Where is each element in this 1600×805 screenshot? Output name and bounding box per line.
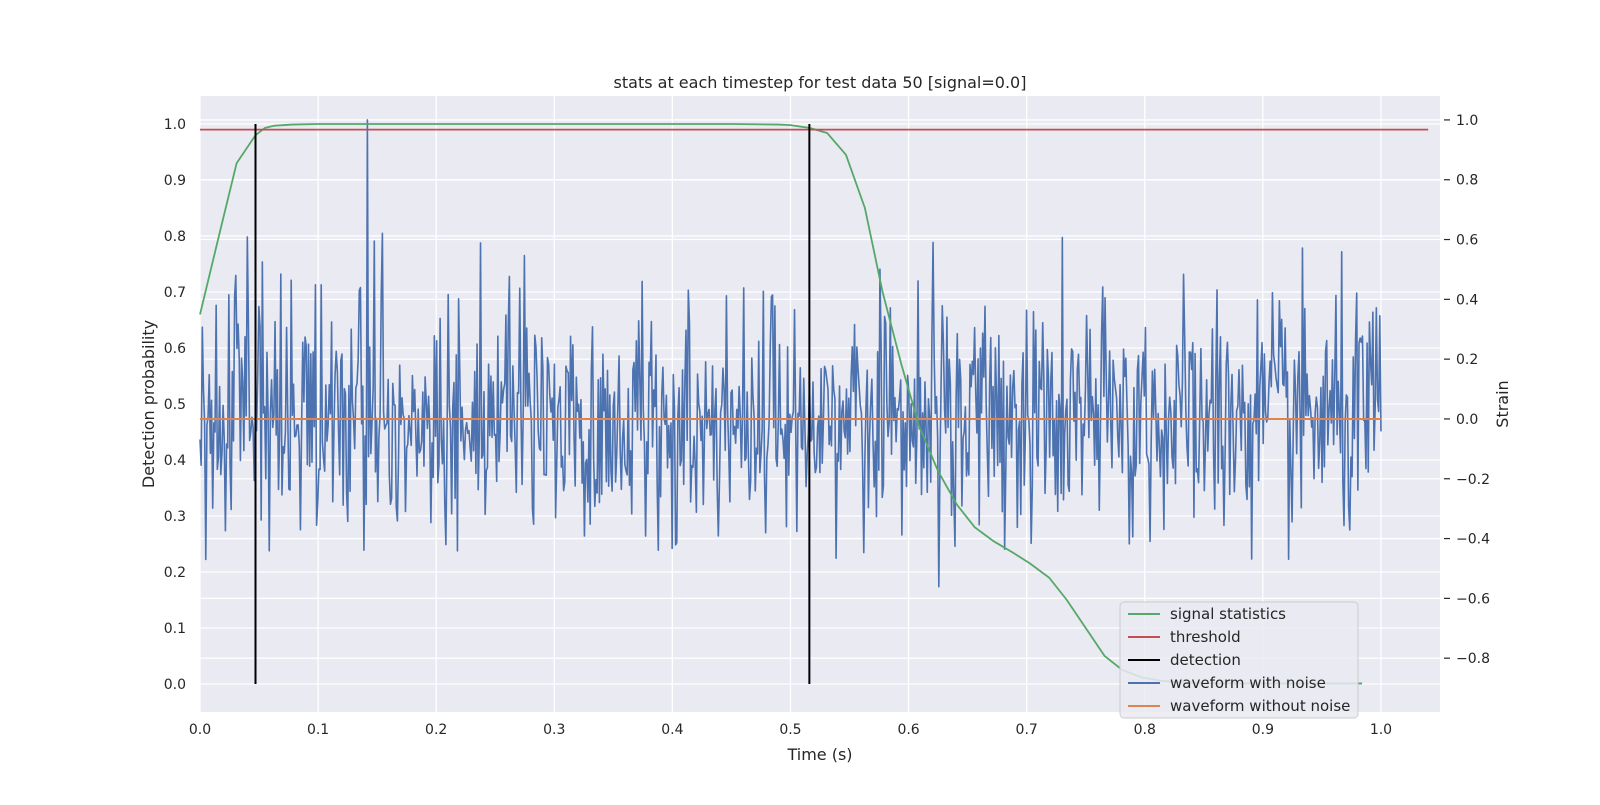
legend-label-signal-statistics: signal statistics bbox=[1170, 605, 1286, 623]
legend-item-signal-statistics: signal statistics bbox=[1128, 605, 1286, 623]
series-waveform-with-noise bbox=[199, 119, 1382, 588]
y-left-tick-label: 0.4 bbox=[164, 453, 186, 469]
legend-label-detection: detection bbox=[1170, 651, 1241, 669]
y-left-tick-label: 0.3 bbox=[164, 509, 186, 525]
y-left-tick-label: 0.0 bbox=[164, 677, 186, 693]
y-left-tick-label: 0.1 bbox=[164, 621, 186, 637]
axes-layer: 0.0 0.1 0.2 0.3 0.4 0.5 0.6 0.7 0.8 0.9 1.0 0.0 0.1 0… bbox=[164, 113, 1490, 738]
x-tick-label: 0.0 bbox=[189, 722, 211, 738]
y-right-tick-label: −0.2 bbox=[1456, 472, 1490, 488]
x-tick-label: 1.0 bbox=[1370, 722, 1392, 738]
legend-item-detection: detection bbox=[1128, 651, 1241, 669]
y-right-tick-label: −0.4 bbox=[1456, 532, 1490, 548]
legend-item-waveform-without-noise: waveform without noise bbox=[1128, 697, 1350, 715]
x-tick-label: 0.1 bbox=[307, 722, 329, 738]
legend-label-waveform-without-noise: waveform without noise bbox=[1170, 697, 1350, 715]
legend-box bbox=[1119, 601, 1359, 719]
y-axis-left-label: Detection probability bbox=[139, 320, 158, 488]
y-right-tick-label: 0.6 bbox=[1456, 233, 1478, 249]
chart-title: stats at each timestep for test data 50 … bbox=[614, 73, 1027, 92]
y-left-tick-label: 0.2 bbox=[164, 565, 186, 581]
y-right-tick-label: 1.0 bbox=[1456, 113, 1478, 129]
y-left-tick-label: 1.0 bbox=[164, 117, 186, 133]
x-tick-label: 0.6 bbox=[897, 722, 919, 738]
y-right-tick-label: 0.8 bbox=[1456, 173, 1478, 189]
y-right-tick-label: 0.2 bbox=[1456, 352, 1478, 368]
y-left-tick-label: 0.9 bbox=[164, 173, 186, 189]
x-tick-label: 0.3 bbox=[543, 722, 565, 738]
x-tick-label: 0.5 bbox=[779, 722, 801, 738]
y-left-tick-label: 0.5 bbox=[164, 397, 186, 413]
y-right-tick-label: 0.4 bbox=[1456, 292, 1478, 308]
x-tick-label: 0.9 bbox=[1252, 722, 1274, 738]
x-tick-label: 0.8 bbox=[1134, 722, 1156, 738]
y-right-tick-label: 0.0 bbox=[1456, 412, 1478, 428]
x-tick-label: 0.7 bbox=[1016, 722, 1038, 738]
legend-label-threshold: threshold bbox=[1170, 628, 1241, 646]
y-right-tick-label: −0.8 bbox=[1456, 651, 1490, 667]
y-left-tick-label: 0.6 bbox=[164, 341, 186, 357]
x-tick-label: 0.4 bbox=[661, 722, 683, 738]
y-axis-right-label: Strain bbox=[1493, 380, 1512, 427]
x-axis-label: Time (s) bbox=[786, 745, 852, 764]
y-left-tick-label: 0.8 bbox=[164, 229, 186, 245]
y-right-tick-label: −0.6 bbox=[1456, 591, 1490, 607]
y-left-tick-label: 0.7 bbox=[164, 285, 186, 301]
legend-item-waveform-with-noise: waveform with noise bbox=[1128, 674, 1326, 692]
legend: signal statistics threshold detection wa… bbox=[1119, 601, 1359, 719]
x-tick-label: 0.2 bbox=[425, 722, 447, 738]
legend-item-threshold: threshold bbox=[1128, 628, 1241, 646]
legend-label-waveform-with-noise: waveform with noise bbox=[1170, 674, 1326, 692]
